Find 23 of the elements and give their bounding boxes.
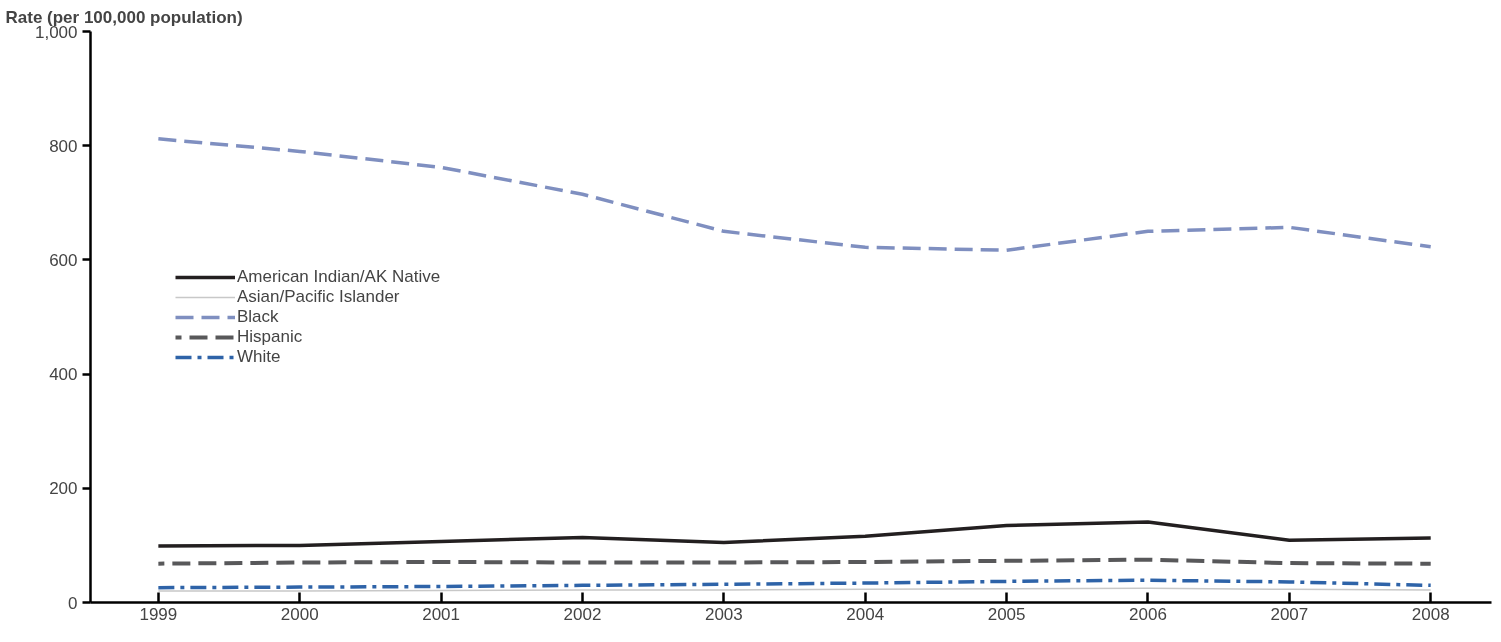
x-tick-label: 1999 <box>139 604 178 624</box>
x-tick-label: 2008 <box>1411 604 1450 624</box>
legend-label: Hispanic <box>237 326 303 347</box>
x-tick-label: 2000 <box>280 604 319 624</box>
line-series <box>156 520 1433 548</box>
y-tick-label: 400 <box>49 365 78 385</box>
y-tick-label: 200 <box>49 479 78 499</box>
y-tick-label: 800 <box>49 136 78 156</box>
legend-label: Black <box>237 306 279 327</box>
x-tick-label: 2006 <box>1129 604 1167 624</box>
line-series <box>156 137 1433 252</box>
x-tick-label: 2005 <box>987 604 1026 624</box>
x-tick-label: 2001 <box>422 604 461 624</box>
legend-label: American Indian/AK Native <box>237 266 441 287</box>
legend-label: Asian/Pacific Islander <box>237 286 400 307</box>
x-tick-label: 2007 <box>1270 604 1309 624</box>
line-series <box>156 578 1433 590</box>
y-tick-label: 600 <box>49 250 78 270</box>
x-tick-label: 2003 <box>704 604 743 624</box>
x-tick-label: 2004 <box>846 604 885 624</box>
x-tick-label: 2002 <box>563 604 602 624</box>
legend-label: White <box>237 346 281 367</box>
y-tick-label: 0 <box>68 593 78 613</box>
